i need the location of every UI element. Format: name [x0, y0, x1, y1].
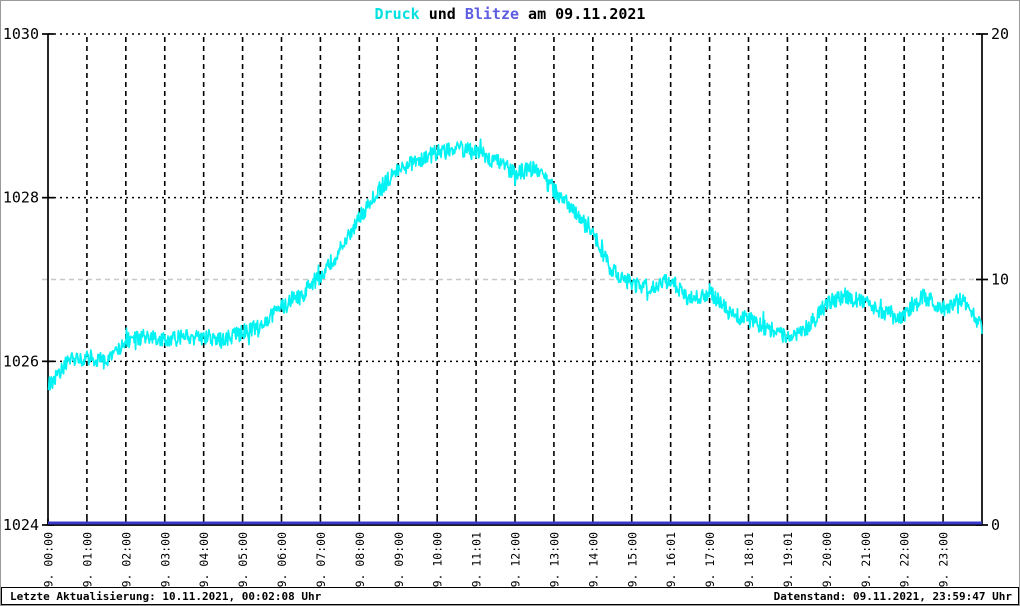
svg-text:10: 10	[991, 271, 1009, 289]
title-blitze: Blitze	[464, 5, 520, 23]
svg-text:1026: 1026	[3, 352, 39, 370]
svg-text:09. 17:00: 09. 17:00	[703, 532, 717, 587]
pressure-lightning-plot: 1024 1026 1028 1030 0 10 20 09. 00:00 09. 01:00 0…	[3, 25, 1009, 594]
status-bar: Letzte Aktualisierung: 10.11.2021, 00:02…	[1, 587, 1019, 605]
svg-text:1024: 1024	[3, 516, 39, 534]
title-rest: am 09.11.2021	[519, 5, 646, 23]
svg-text:09. 05:00: 09. 05:00	[236, 532, 250, 587]
title-druck: Druck	[374, 5, 420, 23]
chart-title: Druck und Blitze am 09.11.2021	[1, 5, 1019, 23]
chart-area: 1024 1026 1028 1030 0 10 20 09. 00:00 09. 01:00 0…	[1, 1, 1019, 594]
svg-text:09. 15:00: 09. 15:00	[625, 532, 639, 587]
data-timestamp-text: Datenstand: 09.11.2021, 23:59:47 Uhr	[773, 589, 1012, 603]
svg-text:09. 00:00: 09. 00:00	[42, 532, 56, 587]
svg-text:1028: 1028	[3, 189, 39, 207]
svg-text:09. 21:00: 09. 21:00	[859, 532, 873, 587]
svg-text:0: 0	[991, 516, 1000, 534]
svg-text:09. 03:00: 09. 03:00	[158, 532, 172, 587]
title-und: und	[419, 5, 465, 23]
svg-text:09. 22:00: 09. 22:00	[898, 532, 912, 587]
svg-text:09. 09:00: 09. 09:00	[392, 532, 406, 587]
svg-text:09. 23:00: 09. 23:00	[937, 532, 951, 587]
svg-text:09. 20:00: 09. 20:00	[820, 532, 834, 587]
svg-text:09. 11:01: 09. 11:01	[470, 532, 484, 587]
svg-text:09. 02:00: 09. 02:00	[119, 532, 133, 587]
svg-text:09. 06:00: 09. 06:00	[275, 532, 289, 587]
svg-text:09. 13:00: 09. 13:00	[547, 532, 561, 587]
svg-text:09. 19:01: 09. 19:01	[781, 532, 795, 587]
svg-text:09. 12:00: 09. 12:00	[509, 532, 523, 587]
svg-text:09. 04:00: 09. 04:00	[197, 532, 211, 587]
axis-labels: 1024 1026 1028 1030 0 10 20 09. 00:00 09. 01:00 0…	[3, 25, 1009, 594]
svg-text:09. 01:00: 09. 01:00	[80, 532, 94, 587]
svg-text:09. 16:01: 09. 16:01	[664, 532, 678, 587]
svg-text:09. 10:00: 09. 10:00	[431, 532, 445, 587]
svg-text:09. 08:00: 09. 08:00	[353, 532, 367, 587]
svg-text:09. 14:00: 09. 14:00	[586, 532, 600, 587]
series	[47, 138, 983, 525]
gridlines	[42, 33, 982, 525]
svg-text:09. 18:01: 09. 18:01	[742, 532, 756, 587]
svg-text:1030: 1030	[3, 25, 39, 43]
last-update-text: Letzte Aktualisierung: 10.11.2021, 00:02…	[10, 589, 322, 603]
svg-text:09. 07:00: 09. 07:00	[314, 532, 328, 587]
svg-text:20: 20	[991, 25, 1009, 43]
